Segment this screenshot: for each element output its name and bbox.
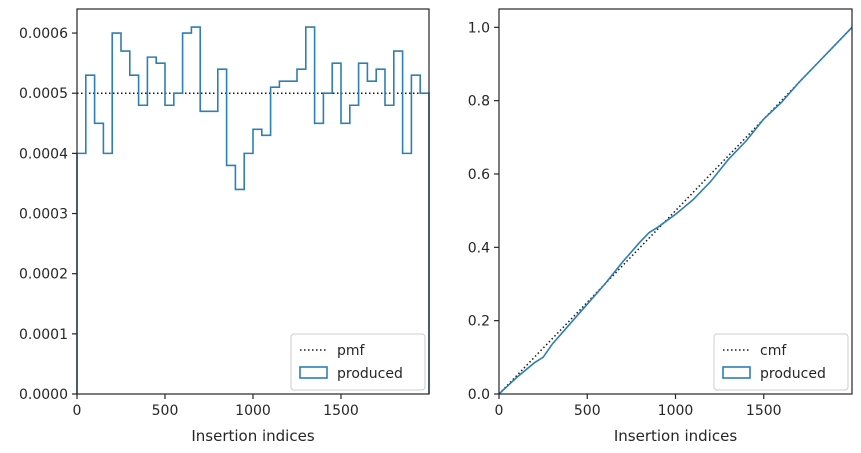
- y-tick-label: 0.0004: [19, 146, 68, 162]
- legend-label: produced: [760, 366, 826, 382]
- x-axis-label: Insertion indices: [614, 427, 737, 445]
- x-tick-label: 1500: [323, 403, 359, 419]
- x-tick-label: 1000: [658, 403, 694, 419]
- y-tick-label: 0.0000: [19, 387, 68, 403]
- y-tick-label: 1.0: [468, 20, 490, 36]
- y-tick-label: 0.0005: [19, 86, 68, 102]
- y-tick-label: 0.0001: [19, 327, 68, 343]
- legend-label: pmf: [337, 343, 366, 359]
- y-tick-label: 0.0002: [19, 267, 68, 283]
- pmf-histogram-panel: 0 500 1000 1500 0.0000 0.0001 0.0002 0.0003 0.00…: [19, 8, 430, 445]
- x-tick-label: 0: [495, 403, 504, 419]
- produced-step-line: [76, 26, 430, 394]
- produced-step-line: [498, 26, 853, 395]
- y-tick-label: 0.0003: [19, 207, 68, 223]
- legend-box: [713, 333, 849, 391]
- y-tick-label: 0.4: [468, 240, 490, 256]
- x-tick-label: 500: [152, 403, 179, 419]
- legend-box: [290, 333, 426, 391]
- legend-produced-swatch: [299, 366, 328, 379]
- y-tick-label: 0.8: [468, 94, 490, 110]
- legend-produced-swatch: [722, 366, 751, 379]
- x-axis-label: Insertion indices: [191, 427, 314, 445]
- y-tick-label: 0.2: [468, 314, 490, 330]
- cmf-cumulative-panel: 0 500 1000 1500 0.0 0.2 0.4 0.6 0.8 1.0 Insertion …: [468, 8, 853, 445]
- y-tick-label: 0.0006: [19, 26, 68, 42]
- x-tick-label: 1000: [235, 403, 271, 419]
- y-tick-label: 0.0: [468, 387, 490, 403]
- legend-label: cmf: [760, 343, 787, 359]
- x-tick-label: 1500: [746, 403, 782, 419]
- legend-label: produced: [337, 366, 403, 382]
- x-tick-label: 0: [73, 403, 82, 419]
- x-tick-label: 500: [574, 403, 601, 419]
- y-tick-label: 0.6: [468, 167, 490, 183]
